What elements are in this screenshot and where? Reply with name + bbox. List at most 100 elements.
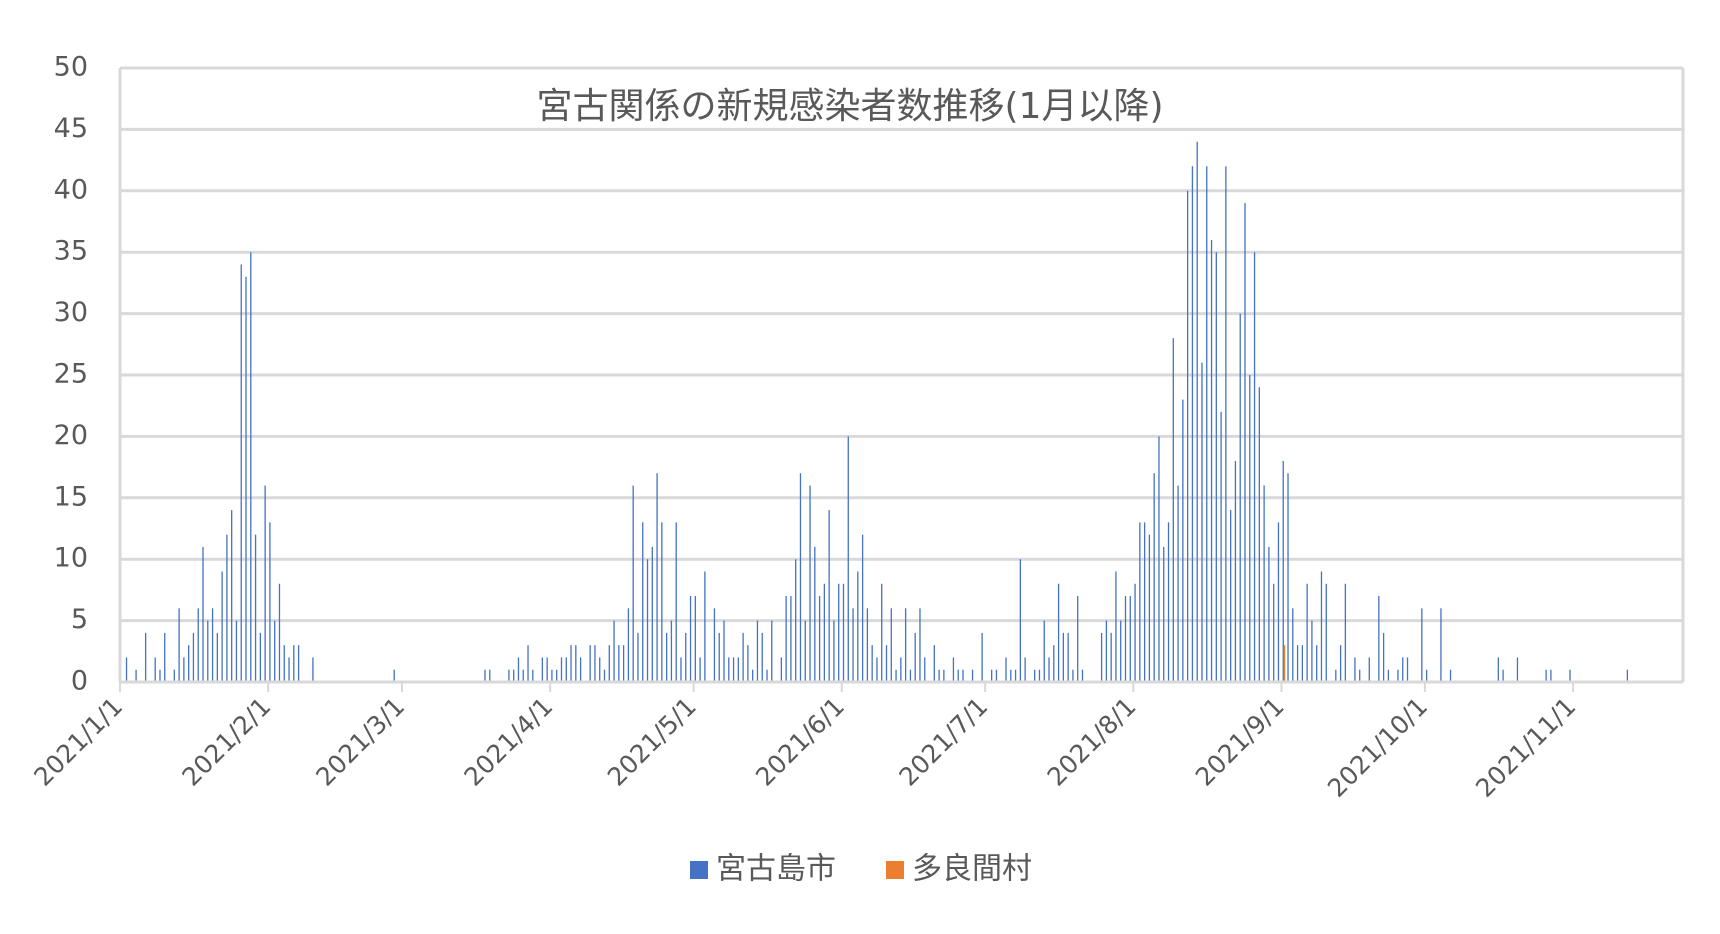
bar: [704, 571, 706, 682]
bar: [1225, 166, 1227, 683]
bar: [1182, 399, 1184, 682]
bar: [240, 264, 242, 682]
bar: [1019, 559, 1021, 682]
y-tick-label: 40: [54, 174, 88, 205]
x-tick-label: 2021/7/1: [893, 692, 993, 792]
y-tick-label: 30: [54, 297, 88, 328]
bar: [211, 608, 214, 682]
bar: [685, 632, 687, 682]
bar: [785, 596, 787, 682]
bar: [1067, 632, 1069, 682]
bar: [881, 583, 883, 682]
bar: [618, 645, 620, 682]
bar: [312, 657, 314, 682]
bar: [952, 657, 955, 682]
bar: [1545, 669, 1547, 682]
bar: [790, 596, 792, 682]
bar: [144, 632, 147, 682]
bar: [885, 645, 888, 682]
bar: [1421, 608, 1423, 682]
bar: [159, 669, 161, 682]
bar: [1191, 166, 1194, 683]
bar: [1397, 669, 1399, 682]
bar: [192, 632, 195, 682]
bar: [1382, 632, 1385, 682]
bar: [1053, 645, 1055, 682]
y-tick-label: 5: [71, 604, 88, 635]
bar: [1249, 375, 1251, 682]
bar: [909, 669, 912, 682]
bar: [919, 608, 921, 682]
y-tick-label: 10: [54, 543, 88, 574]
bar: [207, 620, 209, 682]
bar: [1387, 669, 1390, 682]
bar: [1206, 166, 1208, 683]
bar: [981, 632, 983, 682]
bar: [183, 657, 185, 682]
bar: [1569, 669, 1571, 682]
bar: [508, 669, 510, 682]
bar: [188, 645, 190, 682]
bar: [809, 485, 811, 682]
bar: [723, 620, 725, 682]
bar: [971, 669, 974, 682]
bar: [642, 522, 644, 682]
bar: [1024, 657, 1026, 682]
bar: [1148, 534, 1151, 682]
axes: 0 5 10 15 20 25 30 35 40 45 50 2021/1/1 2021/2/1 2021…: [28, 52, 1683, 803]
bar: [852, 608, 854, 682]
bar: [737, 657, 739, 682]
bar: [613, 620, 615, 682]
bar: [541, 657, 544, 682]
bar: [818, 596, 821, 682]
y-tick-label: 15: [54, 481, 88, 512]
bar: [216, 632, 218, 682]
bar: [718, 632, 720, 682]
legend-swatch: [886, 861, 904, 879]
bar: [857, 571, 859, 682]
bar: [154, 657, 156, 682]
bar: [828, 510, 830, 682]
bar: [1550, 669, 1552, 682]
bar: [861, 534, 864, 682]
bar: [1034, 669, 1036, 682]
bar: [603, 669, 606, 682]
bar: [1220, 411, 1222, 682]
bar: [1497, 657, 1499, 682]
x-tick-label: 2021/5/1: [602, 692, 702, 792]
bar: [1440, 608, 1442, 682]
bar: [1368, 657, 1370, 682]
bar: [1449, 669, 1452, 682]
y-tick-label: 25: [54, 359, 88, 390]
bar: [799, 473, 802, 682]
bar: [1105, 620, 1108, 682]
bar: [1283, 645, 1286, 682]
bar: [627, 608, 630, 682]
bar: [288, 657, 290, 682]
x-tick-label: 2021/9/1: [1190, 692, 1290, 792]
bar: [1062, 632, 1065, 682]
bar: [871, 645, 873, 682]
bar: [1057, 583, 1060, 682]
x-tick-label: 2021/10/1: [1322, 692, 1433, 803]
x-tick-label: 2021/11/1: [1470, 692, 1581, 803]
bar: [589, 645, 591, 682]
legend: 宮古島市 多良間村: [690, 852, 1032, 887]
bar: [1263, 485, 1265, 682]
bar: [957, 669, 959, 682]
bar: [1253, 252, 1256, 682]
grid: [118, 66, 1685, 684]
bar: [594, 645, 596, 682]
bar: [1406, 657, 1409, 682]
bar: [259, 632, 262, 682]
bar: [513, 669, 515, 682]
bar: [1402, 657, 1404, 682]
bar: [565, 657, 567, 682]
y-tick-label: 0: [71, 666, 88, 697]
bar: [1158, 436, 1160, 682]
bar: [962, 669, 964, 682]
bar: [1210, 239, 1213, 683]
bar: [823, 583, 826, 682]
bar: [804, 620, 806, 682]
bar: [1301, 645, 1304, 682]
